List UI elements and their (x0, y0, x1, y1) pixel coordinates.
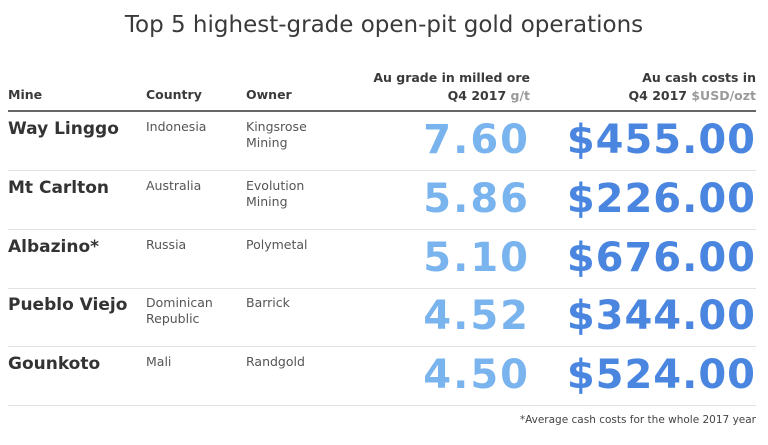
country-cell: Dominican Republic (146, 295, 213, 327)
grade-value: 5.86 (423, 175, 530, 222)
cost-value: $676.00 (566, 234, 756, 281)
owner-cell: Polymetal (246, 236, 308, 252)
grade-value: 5.10 (423, 234, 530, 281)
mine-name: Way Linggo (8, 119, 119, 139)
header-cost-line1: Au cash costs in (642, 70, 756, 85)
owner-cell: Kingsrose Mining (246, 119, 307, 150)
owner-cell: Barrick (246, 295, 290, 311)
table-row: Gounkoto Mali Randgold 4.50 $524.00 (8, 346, 756, 407)
cost-value: $455.00 (566, 117, 756, 163)
cost-value: $524.00 (566, 352, 756, 399)
header-cost-unit: $USD/ozt (691, 88, 756, 103)
owner-cell: Randgold (246, 354, 305, 370)
header-grade-line2: Q4 2017 (447, 88, 507, 103)
mine-name: Mt Carlton (8, 177, 110, 198)
table-row: Pueblo Viejo Dominican Republic Barrick 4.5… (8, 287, 756, 348)
grade-value: 7.60 (423, 117, 530, 163)
grade-value: 4.50 (423, 352, 530, 399)
header-owner: Owner (246, 87, 292, 102)
mine-name: Pueblo Viejo (8, 295, 128, 316)
cost-value: $344.00 (566, 293, 756, 340)
header-grade: Au grade in milled ore Q4 2017 g/t (373, 69, 530, 105)
owner-cell: Evolution Mining (246, 177, 305, 209)
header-mine: Mine (8, 87, 43, 102)
cost-value: $226.00 (566, 175, 756, 222)
header-divider (8, 110, 756, 112)
mine-name: Albazino* (8, 236, 100, 257)
header-cost: Au cash costs in Q4 2017 $USD/ozt (629, 69, 756, 105)
table-row: Way Linggo Indonesia Kingsrose Mining 7.60 $… (8, 111, 756, 171)
country-cell: Mali (146, 354, 172, 370)
grade-value: 4.52 (423, 293, 530, 340)
country-cell: Australia (146, 177, 202, 193)
chart-title: Top 5 highest-grade open-pit gold operat… (124, 12, 644, 38)
header-grade-line1: Au grade in milled ore (373, 70, 530, 85)
table-row: Albazino* Russia Polymetal 5.10 $676.00 (8, 229, 756, 289)
table-row: Mt Carlton Australia Evolution Mining 5.86 $… (8, 170, 756, 230)
header-cost-line2: Q4 2017 (628, 88, 687, 103)
mine-name: Gounkoto (8, 354, 101, 375)
country-cell: Russia (146, 236, 187, 252)
header-grade-unit: g/t (510, 88, 531, 103)
header-country: Country (146, 87, 202, 102)
country-cell: Indonesia (146, 119, 207, 134)
footnote: *Average cash costs for the whole 2017 y… (519, 414, 756, 426)
